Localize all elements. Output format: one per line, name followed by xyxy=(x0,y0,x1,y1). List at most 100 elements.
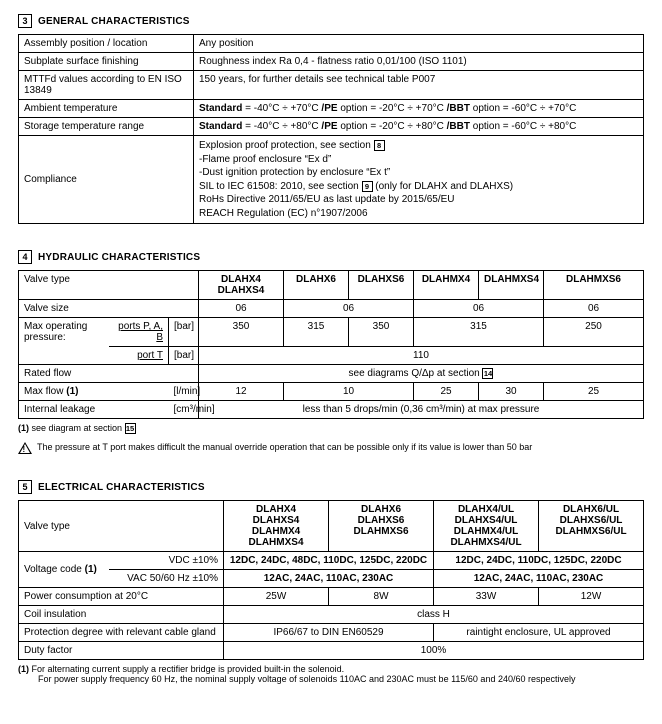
compliance-line: RoHs Directive 2011/65/EU as last update… xyxy=(199,194,455,205)
ref-box: 8 xyxy=(374,140,385,151)
table-row: Compliance Explosion proof protection, s… xyxy=(19,136,644,224)
row-label: Duty factor xyxy=(19,642,224,660)
cell: 10 xyxy=(284,383,414,401)
table-row: VAC 50/60 Hz ±10% 12AC, 24AC, 110AC, 230… xyxy=(19,570,644,588)
ref-box: 15 xyxy=(125,423,136,434)
section-header: 5 ELECTRICAL CHARACTERISTICS xyxy=(18,480,644,494)
cell: class H xyxy=(224,606,644,624)
row-label: Max flow (1) xyxy=(19,383,169,401)
table-row: Power consumption at 20°C 25W 8W 33W 12W xyxy=(19,588,644,606)
table-row: Max flow (1) [l/min] 12 10 25 30 25 xyxy=(19,383,644,401)
section-general: 3 GENERAL CHARACTERISTICS Assembly posit… xyxy=(18,14,644,224)
general-table: Assembly position / location Any positio… xyxy=(18,34,644,224)
row-label: Assembly position / location xyxy=(19,35,194,53)
table-row: Max operating pressure: ports P, A, B [b… xyxy=(19,318,644,347)
table-row: Valve type DLAHX4 DLAHXS4 DLAHMX4 DLAHMX… xyxy=(19,501,644,552)
row-label: Voltage code (1) xyxy=(19,552,109,588)
footnote: (1) see diagram at section 15 xyxy=(18,423,644,434)
warning-icon: ! xyxy=(18,442,32,454)
opt-name: /BBT xyxy=(447,103,470,114)
cell: 315 xyxy=(284,318,349,347)
footnote: (1) For alternating current supply a rec… xyxy=(18,664,644,684)
col-header: DLAHMXS4 xyxy=(479,271,544,300)
compliance-line: -Dust ignition protection by enclosure “… xyxy=(199,167,390,178)
opt-val: = -40°C ÷ +70°C xyxy=(242,103,321,114)
col-header: DLAHX4 DLAHXS4 DLAHMX4 DLAHMXS4 xyxy=(224,501,329,552)
table-row: port T [bar] 110 xyxy=(19,347,644,365)
unit: [bar] xyxy=(169,318,199,347)
table-row: Assembly position / location Any positio… xyxy=(19,35,644,53)
unit: [l/min] xyxy=(169,383,199,401)
cell: 350 xyxy=(349,318,414,347)
opt-name: /BBT xyxy=(447,121,470,132)
cell: 06 xyxy=(414,300,544,318)
row-label: Coil insulation xyxy=(19,606,224,624)
row-label: Power consumption at 20°C xyxy=(19,588,224,606)
electrical-table: Valve type DLAHX4 DLAHXS4 DLAHMX4 DLAHMX… xyxy=(18,500,644,660)
row-label: Max operating pressure: xyxy=(19,318,109,365)
row-value: Roughness index Ra 0,4 - flatness ratio … xyxy=(194,53,644,71)
row-label: Rated flow xyxy=(19,365,199,383)
cell: 12DC, 24DC, 110DC, 125DC, 220DC xyxy=(434,552,644,570)
row-label: Subplate surface finishing xyxy=(19,53,194,71)
section-title: ELECTRICAL CHARACTERISTICS xyxy=(38,482,205,493)
col-header: DLAHX4 DLAHXS4 xyxy=(199,271,284,300)
table-row: Ambient temperature Standard = -40°C ÷ +… xyxy=(19,100,644,118)
col-header: DLAHX4/UL DLAHXS4/UL DLAHMX4/UL DLAHMXS4… xyxy=(434,501,539,552)
col-header: DLAHX6 DLAHXS6 DLAHMXS6 xyxy=(329,501,434,552)
sub-label: VDC ±10% xyxy=(109,552,224,570)
cell: 12 xyxy=(199,383,284,401)
cell: 06 xyxy=(544,300,644,318)
table-row: Coil insulation class H xyxy=(19,606,644,624)
row-label: Valve size xyxy=(19,300,199,318)
cell: 12AC, 24AC, 110AC, 230AC xyxy=(434,570,644,588)
row-label: Internal leakage xyxy=(19,401,169,419)
opt-name: /PE xyxy=(321,103,337,114)
section-header: 3 GENERAL CHARACTERISTICS xyxy=(18,14,644,28)
cell: raintight enclosure, UL approved xyxy=(434,624,644,642)
cell: 12AC, 24AC, 110AC, 230AC xyxy=(224,570,434,588)
table-row: Duty factor 100% xyxy=(19,642,644,660)
section-header: 4 HYDRAULIC CHARACTERISTICS xyxy=(18,250,644,264)
section-number-box: 4 xyxy=(18,250,32,264)
ref-box: 9 xyxy=(362,181,373,192)
table-row: Valve size 06 06 06 06 xyxy=(19,300,644,318)
cell: 12DC, 24DC, 48DC, 110DC, 125DC, 220DC xyxy=(224,552,434,570)
cell: 25 xyxy=(414,383,479,401)
section-title: GENERAL CHARACTERISTICS xyxy=(38,16,190,27)
ref-box: 14 xyxy=(482,368,493,379)
cell: 25W xyxy=(224,588,329,606)
compliance-line: SIL to IEC 61508: 2010, see section xyxy=(199,181,362,192)
cell: 250 xyxy=(544,318,644,347)
cell: 350 xyxy=(199,318,284,347)
unit: [cm³/min] xyxy=(169,401,199,419)
table-row: Voltage code (1) VDC ±10% 12DC, 24DC, 48… xyxy=(19,552,644,570)
cell: 8W xyxy=(329,588,434,606)
row-value: Explosion proof protection, see section … xyxy=(194,136,644,224)
compliance-line: Explosion proof protection, see section xyxy=(199,140,374,151)
table-row: Valve type DLAHX4 DLAHXS4 DLAHX6 DLAHXS6… xyxy=(19,271,644,300)
col-header: DLAHMX4 xyxy=(414,271,479,300)
warning: ! The pressure at T port makes difficult… xyxy=(18,442,644,454)
section-electrical: 5 ELECTRICAL CHARACTERISTICS Valve type … xyxy=(18,480,644,684)
warning-text: The pressure at T port makes difficult t… xyxy=(37,442,532,452)
cell: 100% xyxy=(224,642,644,660)
row-label: Storage temperature range xyxy=(19,118,194,136)
cell: 25 xyxy=(544,383,644,401)
table-row: Protection degree with relevant cable gl… xyxy=(19,624,644,642)
row-label: Valve type xyxy=(19,271,199,300)
section-title: HYDRAULIC CHARACTERISTICS xyxy=(38,252,200,263)
row-value: Standard = -40°C ÷ +70°C /PE option = -2… xyxy=(194,100,644,118)
row-label: Ambient temperature xyxy=(19,100,194,118)
section-hydraulic: 4 HYDRAULIC CHARACTERISTICS Valve type D… xyxy=(18,250,644,454)
col-header: DLAHMXS6 xyxy=(544,271,644,300)
compliance-line: REACH Regulation (EC) n°1907/2006 xyxy=(199,208,368,219)
sub-label: VAC 50/60 Hz ±10% xyxy=(109,570,224,588)
hydraulic-table: Valve type DLAHX4 DLAHXS4 DLAHX6 DLAHXS6… xyxy=(18,270,644,419)
cell: 33W xyxy=(434,588,539,606)
compliance-line: -Flame proof enclosure “Ex d” xyxy=(199,154,331,165)
opt-val: option = -60°C ÷ +80°C xyxy=(470,121,576,132)
row-value: 150 years, for further details see techn… xyxy=(194,71,644,100)
cell: 06 xyxy=(199,300,284,318)
row-label: Valve type xyxy=(19,501,224,552)
